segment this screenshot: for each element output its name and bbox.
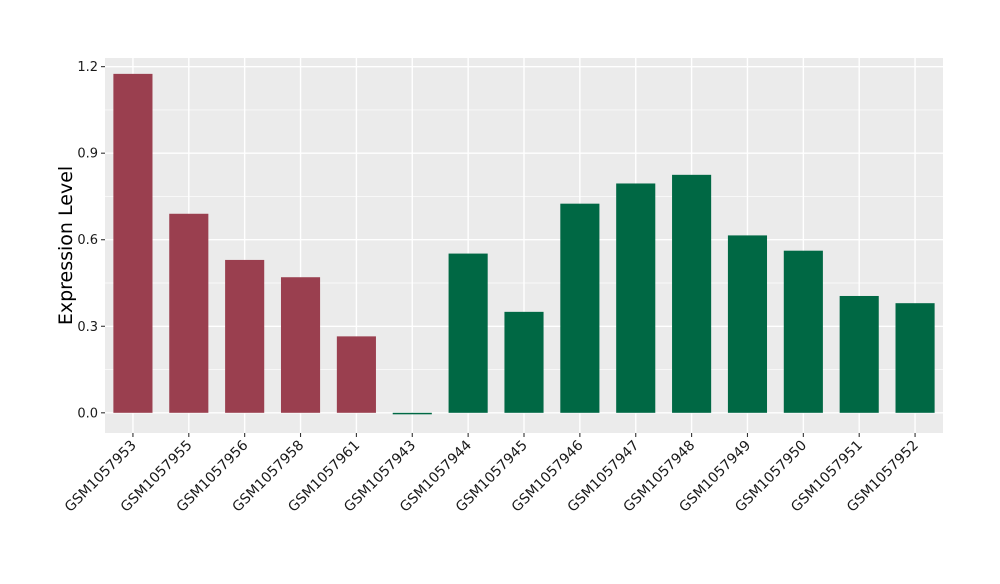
bar-GSM1057947 (616, 183, 656, 413)
bar-GSM1057955 (169, 213, 209, 413)
bar-GSM1057961 (336, 336, 376, 413)
x-axis: GSM1057953GSM1057955GSM1057956GSM1057958… (62, 433, 922, 515)
y-tick-label: 0.3 (77, 320, 98, 335)
y-axis-title: Expression Level (55, 166, 77, 325)
bar-GSM1057944 (448, 253, 488, 413)
y-axis: 0.0 0.3 0.6 0.9 1.2 (77, 60, 105, 421)
y-tick-label: 0.9 (77, 147, 98, 162)
bar-GSM1057953 (113, 73, 153, 413)
bar-GSM1057951 (839, 295, 879, 413)
bar-GSM1057946 (560, 203, 600, 413)
bars (113, 73, 935, 415)
y-tick-label: 1.2 (77, 60, 98, 75)
bar-GSM1057945 (504, 311, 544, 413)
bar-GSM1057956 (225, 259, 265, 413)
bar-GSM1057943 (392, 412, 432, 415)
bar-GSM1057949 (727, 235, 768, 413)
bar-GSM1057948 (672, 174, 712, 413)
y-tick-label: 0.0 (77, 406, 98, 421)
bar-GSM1057952 (895, 303, 935, 413)
bar-GSM1057958 (280, 277, 321, 413)
bar-GSM1057950 (783, 250, 823, 413)
y-tick-label: 0.6 (77, 233, 98, 248)
